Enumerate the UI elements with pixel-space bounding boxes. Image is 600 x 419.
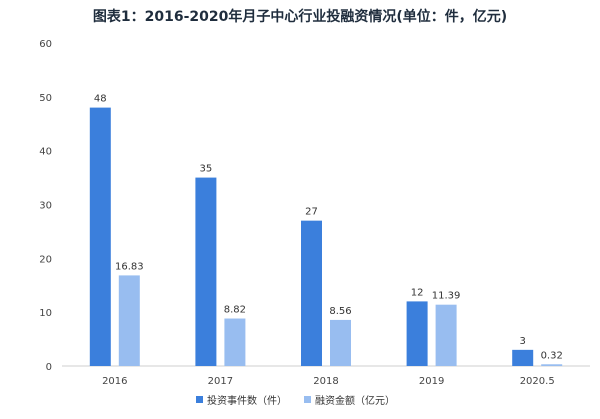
legend-label: 融资金额（亿元）: [315, 394, 395, 407]
legend-label: 投资事件数（件）: [207, 394, 287, 407]
bar-financing-amount-2019: [435, 304, 457, 366]
chart-title: 图表1：2016-2020年月子中心行业投融资情况(单位：件，亿元): [92, 9, 508, 25]
y-tick-label: 60: [39, 39, 52, 50]
x-tick-label: 2018: [313, 376, 338, 387]
data-label: 0.32: [541, 350, 563, 361]
y-tick-label: 0: [46, 362, 52, 373]
bar-financing-amount-2017: [224, 318, 246, 366]
bars: 48 16.83 35 8.82 27 8.56 12 11.39 3 0.32: [89, 94, 563, 366]
data-label: 27: [305, 207, 318, 218]
data-label: 3: [520, 336, 526, 347]
data-label: 12: [411, 287, 424, 298]
data-label: 16.83: [115, 261, 144, 272]
bar-investment-events-2019: [406, 301, 428, 366]
x-tick-label: 2016: [102, 376, 127, 387]
data-label: 48: [94, 94, 107, 105]
data-label: 8.82: [224, 305, 246, 316]
y-tick-label: 20: [39, 254, 52, 265]
bar-financing-amount-2016: [118, 275, 140, 366]
y-tick-label: 40: [39, 147, 52, 158]
y-axis: 0 10 20 30 40 50 60: [39, 39, 52, 373]
bar-investment-events-2020.5: [512, 349, 534, 366]
y-tick-label: 10: [39, 308, 52, 319]
bar-investment-events-2016: [89, 107, 111, 366]
data-label: 35: [200, 164, 213, 175]
y-tick-label: 50: [39, 93, 52, 104]
bar-investment-events-2018: [301, 220, 322, 366]
x-tick-label: 2020.5: [520, 376, 555, 387]
legend: 投资事件数（件） 融资金额（亿元）: [196, 394, 395, 407]
bar-financing-amount-2018: [330, 319, 351, 366]
data-label: 8.56: [329, 306, 351, 317]
bar-investment-events-2017: [195, 177, 217, 366]
y-tick-label: 30: [39, 201, 52, 212]
x-axis: 2016 2017 2018 2019 2020.5: [102, 376, 555, 387]
data-label: 11.39: [432, 291, 461, 302]
legend-swatch: [196, 396, 203, 403]
x-tick-label: 2017: [208, 376, 233, 387]
bar-financing-amount-2020.5: [541, 364, 563, 366]
x-tick-label: 2019: [419, 376, 444, 387]
legend-swatch: [304, 396, 311, 403]
